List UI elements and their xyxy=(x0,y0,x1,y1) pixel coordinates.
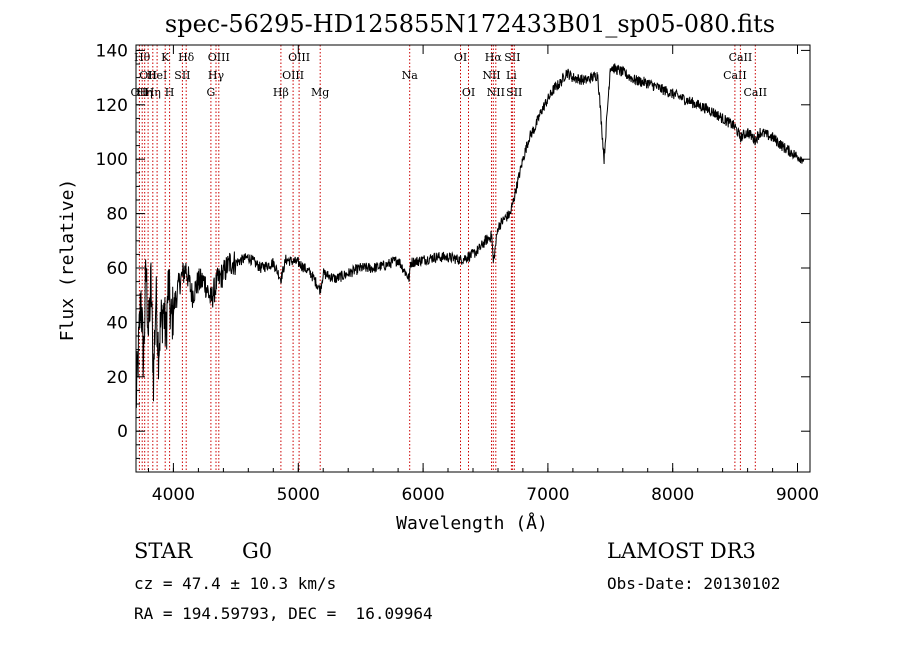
marker-label: Hη xyxy=(145,86,161,99)
marker-label: OII xyxy=(131,86,149,99)
y-tick-label: 140 xyxy=(96,41,128,61)
marker-label: CaII xyxy=(729,51,753,64)
x-tick-label: 6000 xyxy=(401,485,444,505)
marker-label: SII xyxy=(506,86,522,99)
object-class: STAR xyxy=(134,539,193,563)
y-tick-label: 100 xyxy=(96,150,128,170)
marker-label: Na xyxy=(402,69,419,82)
marker-label: Hγ xyxy=(208,69,225,82)
marker-label: Mg xyxy=(311,86,329,99)
x-tick-label: 4000 xyxy=(152,485,195,505)
marker-label: OI xyxy=(454,51,467,64)
axis-ticks: 4000 5000 6000 7000 8000 9000 0 20 40 60 80 100 120 1… xyxy=(96,41,820,505)
x-tick-label: 5000 xyxy=(277,485,320,505)
marker-label: OI xyxy=(462,86,475,99)
redshift-cz: cz = 47.4 ± 10.3 km/s xyxy=(134,574,337,593)
marker-label: NII xyxy=(487,86,505,99)
x-tick-label: 7000 xyxy=(526,485,569,505)
x-tick-label: 8000 xyxy=(651,485,694,505)
marker-label: Hβ xyxy=(273,86,289,99)
marker-label: OII xyxy=(139,69,157,82)
y-tick-label: 20 xyxy=(106,368,128,388)
marker-label: CaII xyxy=(743,86,767,99)
y-tick-label: 80 xyxy=(106,205,128,225)
marker-label: SII xyxy=(504,51,520,64)
y-tick-label: 0 xyxy=(117,422,128,442)
marker-label: HeI xyxy=(147,69,167,82)
marker-label: G xyxy=(207,86,216,99)
marker-label: OIII xyxy=(288,51,310,64)
marker-label: CaII xyxy=(723,69,747,82)
series-flux xyxy=(135,63,805,408)
marker-label: Hθ xyxy=(134,51,151,64)
y-tick-label: 40 xyxy=(106,313,128,333)
marker-label: H xyxy=(165,86,175,99)
plot-area xyxy=(135,63,805,408)
marker-label: Li xyxy=(506,69,517,82)
survey-name: LAMOST DR3 xyxy=(607,539,756,563)
x-tick-label: 9000 xyxy=(776,485,819,505)
marker-label: OIII xyxy=(282,69,304,82)
marker-label: Hα xyxy=(485,51,503,64)
chart-title: spec-56295-HD125855N172433B01_sp05-080.f… xyxy=(165,10,775,38)
marker-label: NII xyxy=(482,69,500,82)
coordinates: RA = 194.59793, DEC = 16.09964 xyxy=(134,604,433,623)
y-axis-label: Flux (relative) xyxy=(57,179,78,342)
y-tick-label: 120 xyxy=(96,96,128,116)
x-axis-label: Wavelength (Å) xyxy=(396,512,548,534)
marker-label: SII xyxy=(174,69,190,82)
subclass: G0 xyxy=(242,539,273,563)
marker-label: K xyxy=(161,51,170,64)
obs-date: Obs-Date: 20130102 xyxy=(607,574,781,593)
marker-label: Hδ xyxy=(178,51,195,64)
marker-label: OIII xyxy=(208,51,230,64)
y-tick-label: 60 xyxy=(106,259,128,279)
marker-label: Hη xyxy=(137,86,153,99)
